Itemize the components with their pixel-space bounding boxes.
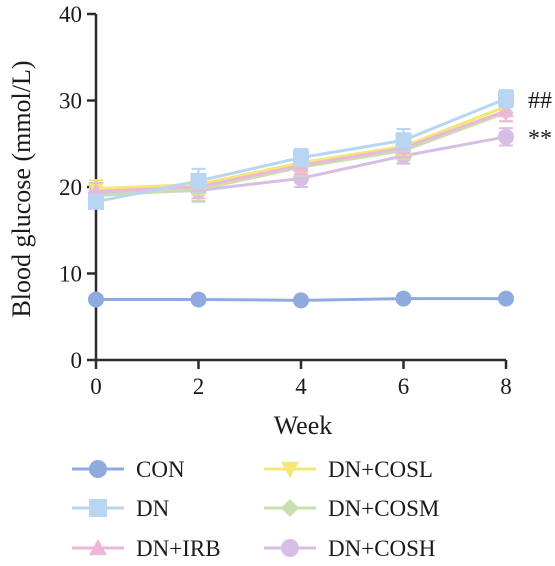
data-point — [293, 292, 309, 309]
legend-marker — [281, 499, 299, 517]
legend-marker — [281, 461, 299, 478]
legend: CON DN DN+IRB DN+COSL DN+COSM DN+COSH — [72, 457, 439, 561]
y-axis-title: Blood glucose (mmol/L) — [7, 60, 36, 317]
y-tick-label: 0 — [71, 348, 83, 373]
data-point — [395, 290, 412, 307]
data-point — [88, 291, 104, 308]
legend-label: DN — [136, 496, 170, 521]
significance-annotation: ** — [528, 126, 552, 152]
data-point — [190, 172, 207, 189]
y-tick-label: 20 — [59, 175, 82, 200]
y-tick-label: 30 — [59, 89, 82, 114]
series-con — [88, 290, 514, 309]
legend-marker — [281, 539, 299, 557]
legend-item: DN+COSH — [264, 536, 436, 561]
x-tick-label: 4 — [295, 374, 307, 399]
x-tick-label: 8 — [500, 374, 512, 399]
legend-label: DN+IRB — [136, 536, 221, 561]
data-point — [190, 291, 207, 308]
y-tick-label: 40 — [59, 2, 82, 27]
data-point — [88, 193, 104, 210]
legend-label: DN+COSM — [328, 496, 439, 521]
legend-item: DN — [72, 496, 170, 521]
y-tick-label: 10 — [59, 262, 82, 287]
significance-annotation: ## — [528, 88, 552, 114]
series-dn — [88, 89, 514, 210]
legend-label: CON — [136, 457, 185, 482]
x-tick-label: 0 — [90, 374, 102, 399]
legend-label: DN+COSL — [328, 457, 433, 482]
legend-item: CON — [72, 457, 185, 482]
axes: 0 10 20 30 40 0 2 4 6 8 Week Blood glucose (mmol/L) — [7, 2, 512, 440]
data-point — [395, 132, 412, 149]
data-point — [293, 149, 309, 166]
data-point — [498, 128, 514, 145]
data-point — [498, 90, 514, 107]
x-tick-label: 6 — [398, 374, 410, 399]
annotations: ## ** — [528, 88, 552, 152]
legend-item: DN+COSM — [264, 496, 439, 521]
x-axis-title: Week — [274, 411, 333, 440]
legend-marker — [89, 499, 107, 517]
legend-label: DN+COSH — [328, 536, 436, 561]
legend-marker — [89, 539, 107, 556]
x-tick-label: 2 — [193, 374, 205, 399]
series-layer — [88, 89, 514, 309]
legend-item: DN+COSL — [264, 457, 433, 482]
legend-marker — [89, 460, 107, 478]
data-point — [498, 102, 514, 118]
legend-item: DN+IRB — [72, 536, 221, 561]
data-point — [498, 290, 514, 307]
